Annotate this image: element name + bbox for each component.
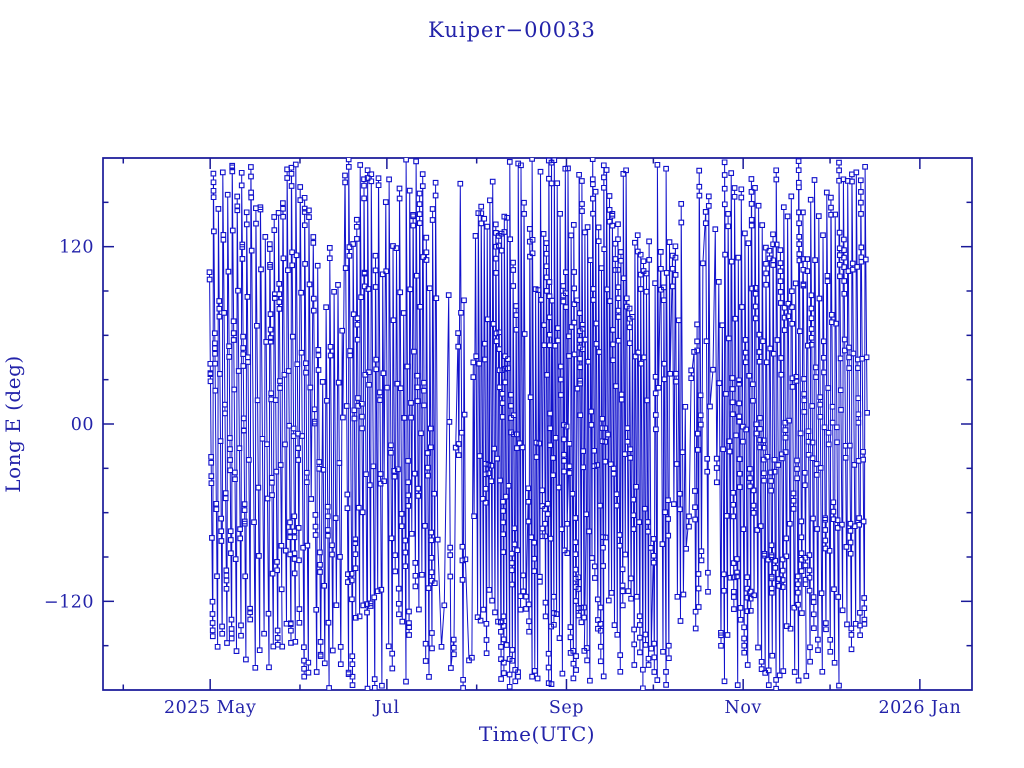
axes — [102, 157, 973, 691]
y-tick-label: 00 — [71, 415, 94, 435]
data-markers — [206, 158, 870, 690]
x-tick-label: Nov — [725, 698, 762, 718]
x-tick-label: Jul — [372, 698, 399, 718]
data-series — [206, 158, 870, 690]
x-tick-label: 2025 May — [164, 698, 256, 718]
data-line — [209, 158, 868, 689]
y-tick-label: 120 — [59, 238, 94, 258]
x-axis-label: Time(UTC) — [479, 722, 595, 746]
y-tick-label: −120 — [44, 592, 94, 612]
x-tick-label: Sep — [549, 698, 584, 718]
chart-title: Kuiper−00033 — [428, 18, 596, 42]
x-tick-label: 2026 Jan — [878, 698, 961, 718]
y-axis-label: Long E (deg) — [1, 355, 25, 492]
tick-labels: 2025 May Jul Sep Nov 2026 Jan 120 00 −120 — [44, 238, 961, 718]
